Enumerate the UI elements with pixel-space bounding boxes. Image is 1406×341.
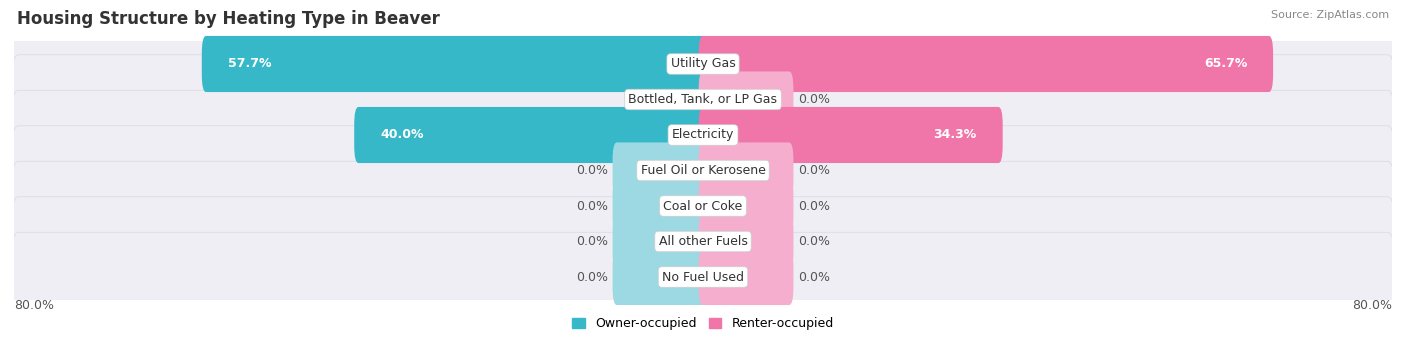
FancyBboxPatch shape xyxy=(202,36,707,92)
FancyBboxPatch shape xyxy=(11,19,1395,109)
FancyBboxPatch shape xyxy=(678,72,707,128)
Text: No Fuel Used: No Fuel Used xyxy=(662,270,744,283)
Text: 65.7%: 65.7% xyxy=(1204,58,1247,71)
Text: Source: ZipAtlas.com: Source: ZipAtlas.com xyxy=(1271,10,1389,20)
Text: 80.0%: 80.0% xyxy=(14,299,53,312)
Text: 57.7%: 57.7% xyxy=(228,58,271,71)
FancyBboxPatch shape xyxy=(11,161,1395,251)
Text: Coal or Coke: Coal or Coke xyxy=(664,199,742,212)
Text: 40.0%: 40.0% xyxy=(380,129,423,142)
Text: 0.0%: 0.0% xyxy=(797,93,830,106)
FancyBboxPatch shape xyxy=(11,197,1395,286)
FancyBboxPatch shape xyxy=(699,143,793,198)
FancyBboxPatch shape xyxy=(699,178,793,234)
FancyBboxPatch shape xyxy=(613,213,707,269)
FancyBboxPatch shape xyxy=(699,36,1272,92)
Text: 0.0%: 0.0% xyxy=(797,164,830,177)
FancyBboxPatch shape xyxy=(11,90,1395,180)
Text: 0.0%: 0.0% xyxy=(576,199,609,212)
Text: 0.0%: 0.0% xyxy=(576,235,609,248)
FancyBboxPatch shape xyxy=(354,107,707,163)
Text: Bottled, Tank, or LP Gas: Bottled, Tank, or LP Gas xyxy=(628,93,778,106)
Text: 80.0%: 80.0% xyxy=(1353,299,1392,312)
FancyBboxPatch shape xyxy=(699,72,793,128)
FancyBboxPatch shape xyxy=(613,178,707,234)
Text: Utility Gas: Utility Gas xyxy=(671,58,735,71)
FancyBboxPatch shape xyxy=(613,143,707,198)
Text: Housing Structure by Heating Type in Beaver: Housing Structure by Heating Type in Bea… xyxy=(17,10,440,28)
Legend: Owner-occupied, Renter-occupied: Owner-occupied, Renter-occupied xyxy=(568,312,838,335)
Text: 0.0%: 0.0% xyxy=(576,164,609,177)
FancyBboxPatch shape xyxy=(11,55,1395,144)
Text: 0.0%: 0.0% xyxy=(797,199,830,212)
Text: 0.0%: 0.0% xyxy=(797,270,830,283)
FancyBboxPatch shape xyxy=(699,249,793,305)
FancyBboxPatch shape xyxy=(699,213,793,269)
Text: All other Fuels: All other Fuels xyxy=(658,235,748,248)
Text: Electricity: Electricity xyxy=(672,129,734,142)
FancyBboxPatch shape xyxy=(11,232,1395,322)
Text: 0.0%: 0.0% xyxy=(576,270,609,283)
Text: 2.4%: 2.4% xyxy=(704,93,738,106)
FancyBboxPatch shape xyxy=(699,107,1002,163)
Text: Fuel Oil or Kerosene: Fuel Oil or Kerosene xyxy=(641,164,765,177)
FancyBboxPatch shape xyxy=(613,249,707,305)
FancyBboxPatch shape xyxy=(11,126,1395,215)
Text: 0.0%: 0.0% xyxy=(797,235,830,248)
Text: 34.3%: 34.3% xyxy=(934,129,977,142)
